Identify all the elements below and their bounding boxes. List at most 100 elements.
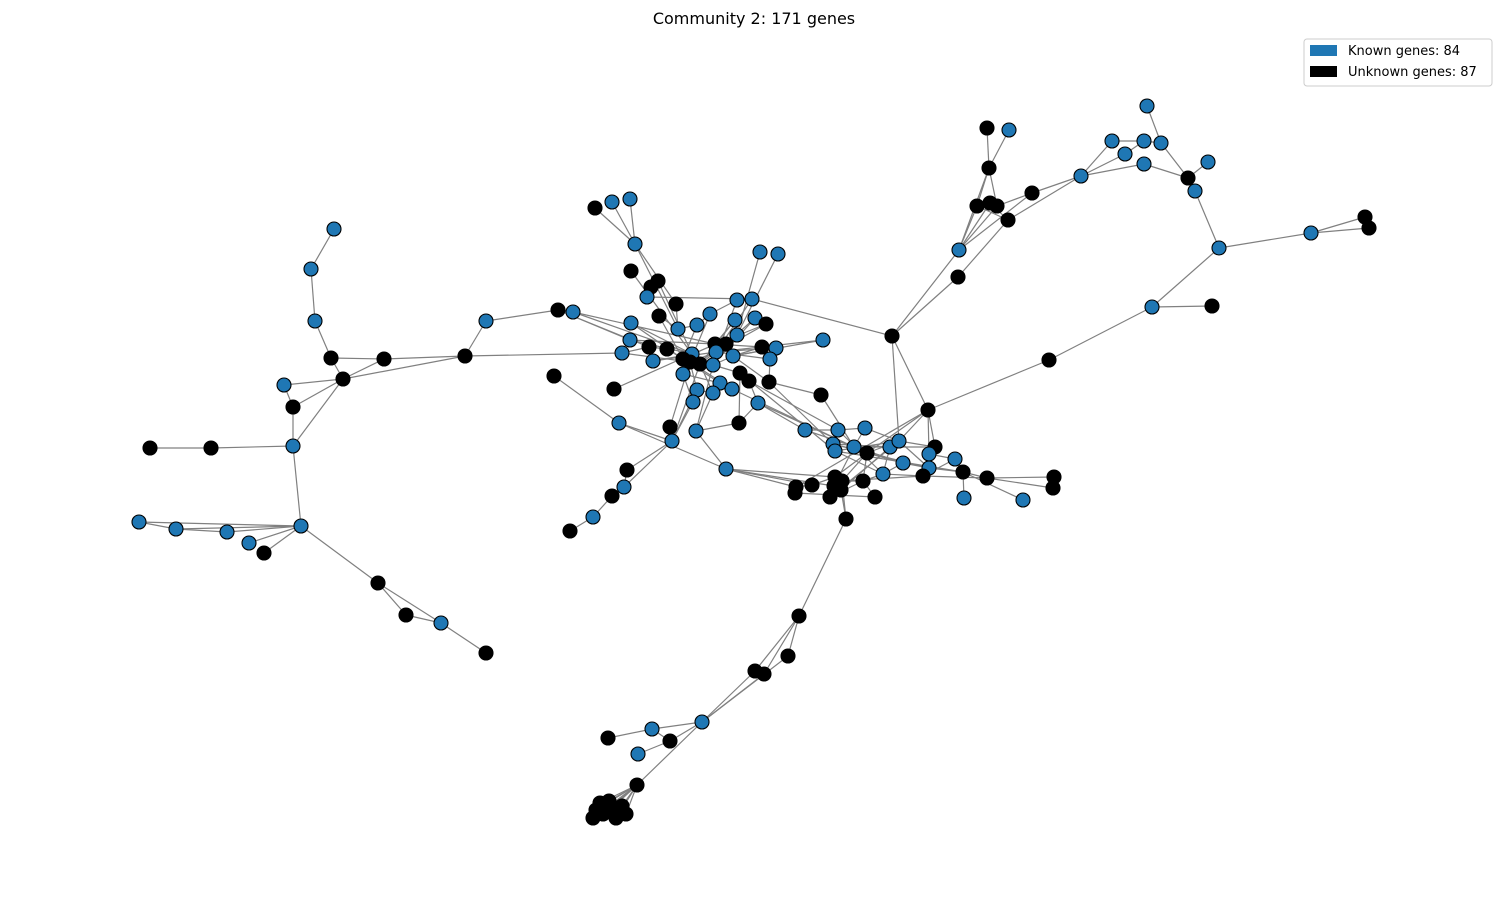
network-edge bbox=[175, 528, 228, 533]
unknown-gene-node bbox=[629, 777, 645, 793]
known-gene-node bbox=[724, 381, 740, 397]
unknown-gene-node bbox=[142, 440, 158, 456]
network-edge bbox=[383, 355, 466, 360]
network-edge bbox=[1151, 247, 1220, 308]
known-gene-node bbox=[219, 524, 235, 540]
legend-swatch-known bbox=[1310, 45, 1337, 56]
unknown-gene-node bbox=[859, 445, 875, 461]
known-gene-node bbox=[433, 615, 449, 631]
unknown-gene-node bbox=[203, 440, 219, 456]
network-edge bbox=[891, 335, 929, 411]
network-edge bbox=[292, 378, 344, 447]
known-gene-node bbox=[644, 721, 660, 737]
unknown-gene-node bbox=[989, 198, 1005, 214]
network-edge bbox=[658, 315, 684, 360]
known-gene-node bbox=[689, 317, 705, 333]
network-edge bbox=[866, 409, 929, 454]
unknown-gene-node bbox=[780, 648, 796, 664]
unknown-gene-node bbox=[855, 473, 871, 489]
network-edge bbox=[630, 322, 693, 355]
unknown-gene-node bbox=[761, 374, 777, 390]
network-edge bbox=[283, 378, 344, 386]
known-gene-node bbox=[956, 490, 972, 506]
known-gene-node bbox=[725, 348, 741, 364]
known-gene-node bbox=[951, 242, 967, 258]
known-gene-node bbox=[645, 353, 661, 369]
network-edge bbox=[763, 615, 800, 675]
known-gene-node bbox=[729, 327, 745, 343]
known-gene-node bbox=[688, 423, 704, 439]
known-gene-node bbox=[1200, 154, 1216, 170]
network-edge bbox=[891, 276, 959, 337]
unknown-gene-node bbox=[1024, 185, 1040, 201]
network-edge bbox=[891, 249, 960, 337]
known-gene-node bbox=[750, 395, 766, 411]
network-edge bbox=[651, 721, 703, 730]
unknown-gene-node bbox=[1045, 480, 1061, 496]
network-edge bbox=[330, 357, 385, 360]
known-gene-node bbox=[744, 291, 760, 307]
network-edge bbox=[832, 443, 891, 448]
unknown-gene-node bbox=[756, 666, 772, 682]
network-edge bbox=[310, 228, 335, 270]
network-edge bbox=[820, 394, 855, 448]
known-gene-node bbox=[604, 194, 620, 210]
unknown-gene-node bbox=[587, 200, 603, 216]
known-gene-node bbox=[762, 351, 778, 367]
network-edge bbox=[485, 309, 559, 322]
unknown-gene-node bbox=[915, 468, 931, 484]
known-gene-node bbox=[875, 466, 891, 482]
known-gene-node bbox=[729, 292, 745, 308]
network-edge bbox=[1031, 175, 1082, 194]
known-gene-node bbox=[326, 221, 342, 237]
legend: Known genes: 84 Unknown genes: 87 bbox=[1303, 38, 1493, 87]
network-edge bbox=[958, 205, 998, 251]
network-edge bbox=[629, 339, 716, 345]
unknown-gene-node bbox=[1041, 352, 1057, 368]
known-gene-node bbox=[708, 344, 724, 360]
known-gene-node bbox=[1001, 122, 1017, 138]
known-gene-node bbox=[623, 315, 639, 331]
unknown-gene-node bbox=[546, 368, 562, 384]
known-gene-node bbox=[1211, 240, 1227, 256]
network-edge bbox=[594, 207, 636, 245]
known-gene-node bbox=[565, 304, 581, 320]
legend-swatch-unknown bbox=[1310, 66, 1337, 77]
unknown-gene-node bbox=[619, 462, 635, 478]
unknown-gene-node bbox=[659, 341, 675, 357]
unknown-gene-node bbox=[376, 351, 392, 367]
known-gene-node bbox=[857, 420, 873, 436]
known-gene-node bbox=[622, 332, 638, 348]
unknown-gene-node bbox=[597, 804, 613, 820]
network-edge bbox=[1048, 306, 1153, 361]
network-edge bbox=[958, 205, 978, 251]
known-gene-node bbox=[478, 313, 494, 329]
network-edge bbox=[927, 359, 1050, 411]
known-gene-node bbox=[1117, 146, 1133, 162]
network-edge bbox=[1194, 190, 1220, 249]
network-edge bbox=[618, 422, 673, 442]
network-edge bbox=[626, 440, 673, 471]
known-gene-node bbox=[1104, 133, 1120, 149]
network-edge bbox=[768, 381, 822, 396]
network-edge bbox=[636, 721, 703, 786]
unknown-gene-node bbox=[833, 482, 849, 498]
network-edge bbox=[611, 201, 636, 245]
unknown-gene-node bbox=[813, 387, 829, 403]
unknown-gene-node bbox=[884, 328, 900, 344]
known-gene-node bbox=[815, 332, 831, 348]
network-edge bbox=[986, 476, 1055, 479]
unknown-gene-node bbox=[585, 810, 601, 826]
unknown-gene-node bbox=[651, 308, 667, 324]
unknown-gene-node bbox=[731, 415, 747, 431]
unknown-gene-node bbox=[600, 730, 616, 746]
unknown-gene-node bbox=[562, 523, 578, 539]
known-gene-node bbox=[797, 422, 813, 438]
known-gene-node bbox=[614, 345, 630, 361]
network-edge bbox=[768, 381, 834, 445]
unknown-gene-node bbox=[457, 348, 473, 364]
network-edge bbox=[891, 335, 900, 442]
unknown-gene-node bbox=[668, 296, 684, 312]
unknown-gene-node bbox=[804, 477, 820, 493]
known-gene-node bbox=[616, 479, 632, 495]
